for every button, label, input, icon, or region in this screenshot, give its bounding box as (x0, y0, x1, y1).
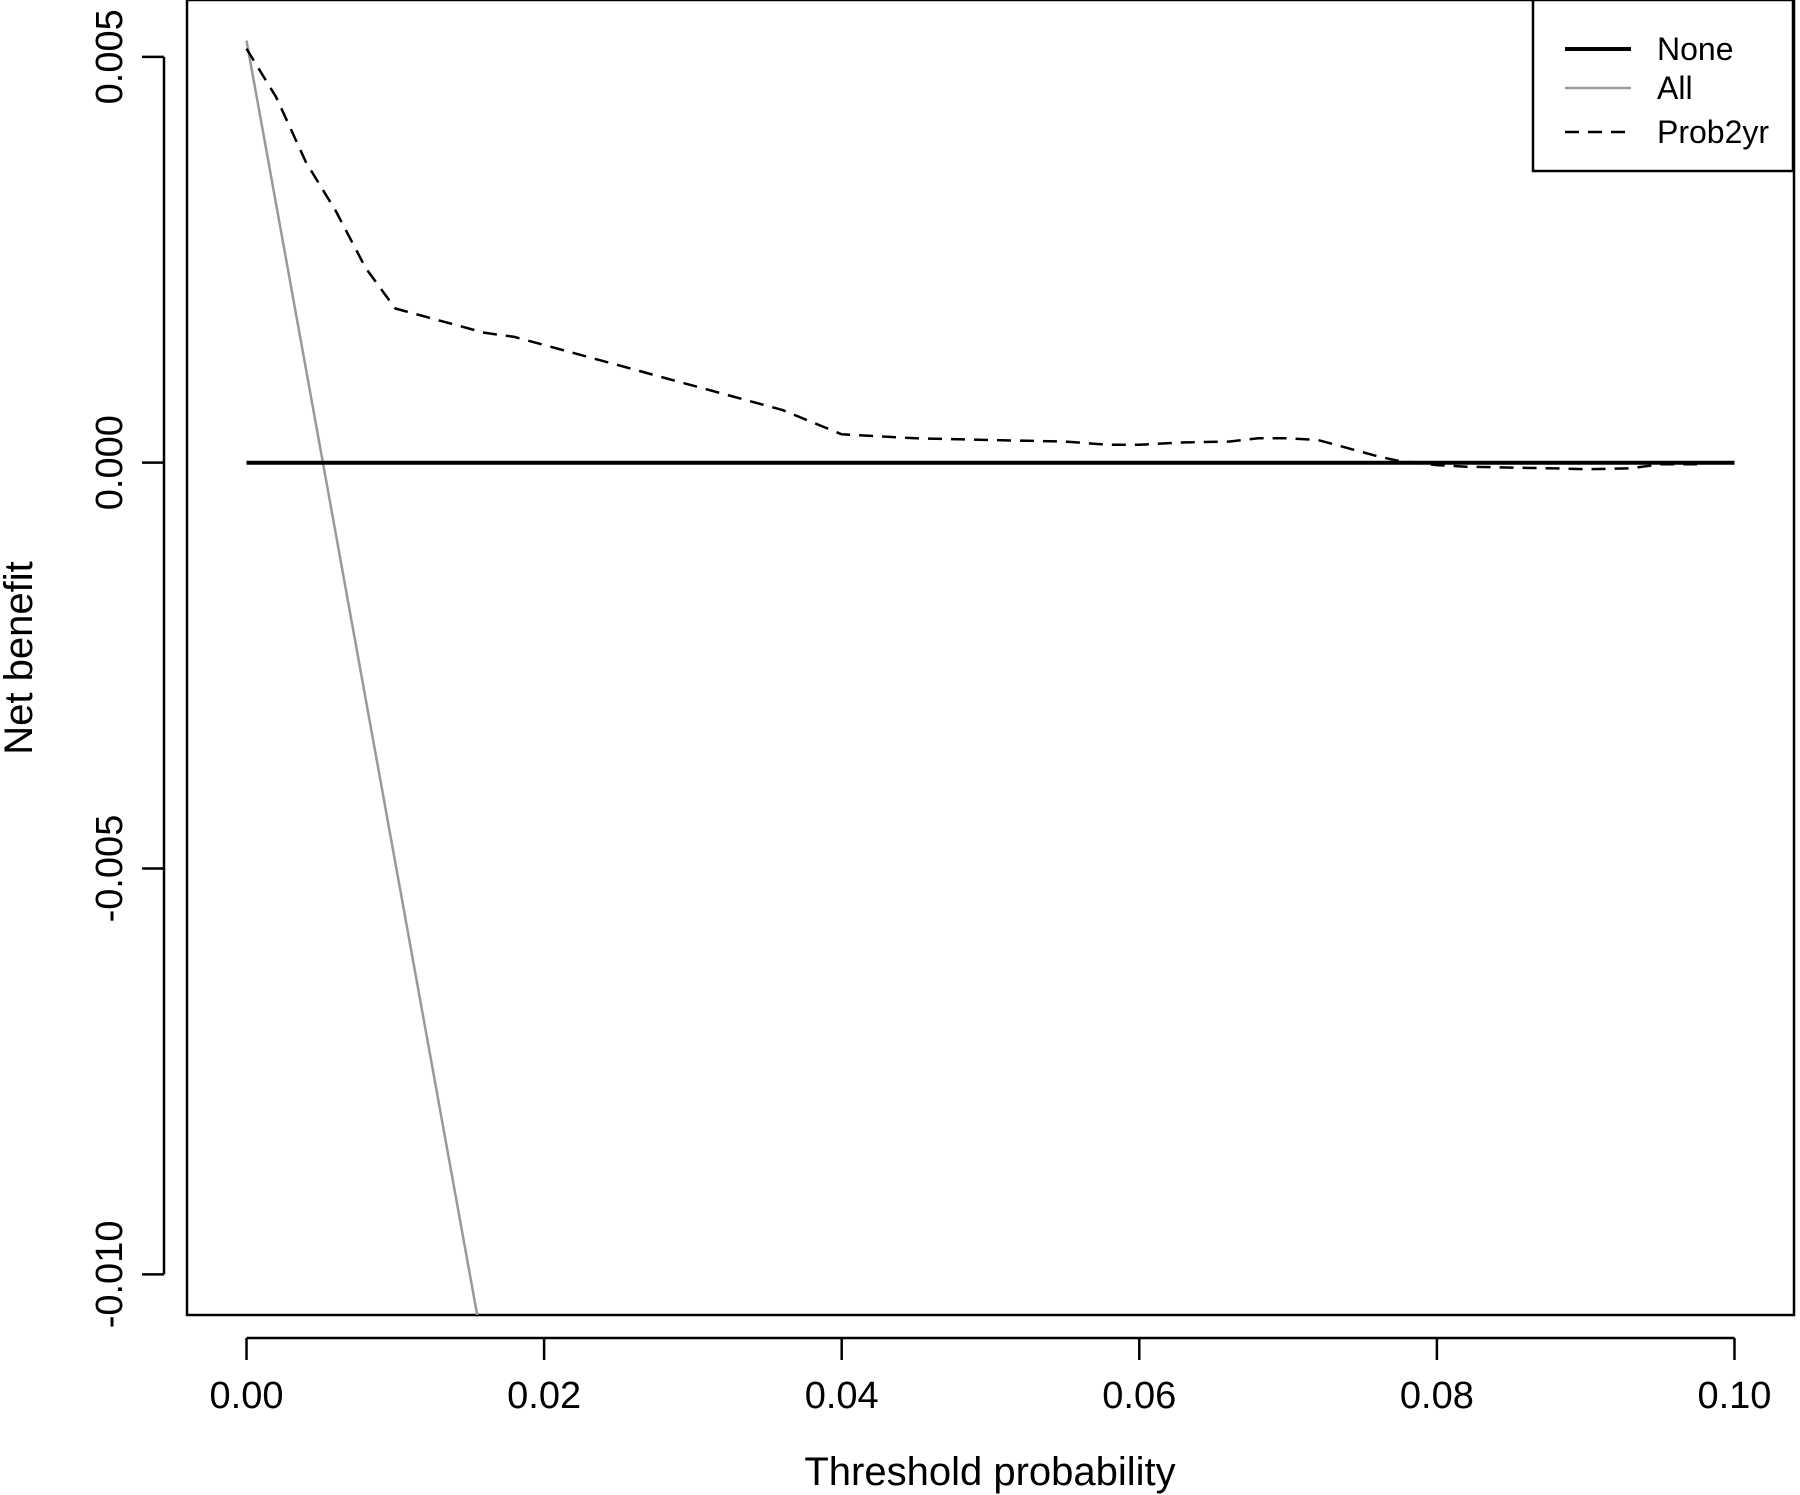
y-tick-label: 0.005 (89, 9, 131, 104)
series-line-prob2yr (245, 48, 1698, 471)
x-axis: 0.00 0.02 0.04 0.06 0.08 0.10 (210, 1336, 1771, 1417)
x-tick-label: 0.06 (1102, 1375, 1176, 1417)
series-line-all (245, 40, 479, 1315)
legend-label-prob2yr: Prob2yr (1657, 114, 1769, 150)
x-tick-label: 0.10 (1697, 1375, 1771, 1417)
y-tick-label: -0.005 (89, 815, 131, 923)
x-tick-label: 0.00 (210, 1375, 284, 1417)
x-tick-label: 0.04 (805, 1375, 879, 1417)
y-tick-label: -0.010 (89, 1221, 131, 1329)
legend-box (1531, 0, 1795, 173)
legend-label-none: None (1657, 31, 1734, 67)
y-tick-label: 0.000 (89, 415, 131, 510)
y-axis: -0.010 -0.005 0.000 0.005 (89, 9, 166, 1329)
x-axis-title: Threshold probability (804, 1450, 1175, 1494)
y-axis-title: Net benefit (0, 561, 41, 754)
x-tick-label: 0.02 (507, 1375, 581, 1417)
series-layer (245, 40, 1735, 1315)
plot-frame (185, 0, 1796, 1317)
x-tick-label: 0.08 (1400, 1375, 1474, 1417)
legend-label-all: All (1657, 70, 1693, 106)
